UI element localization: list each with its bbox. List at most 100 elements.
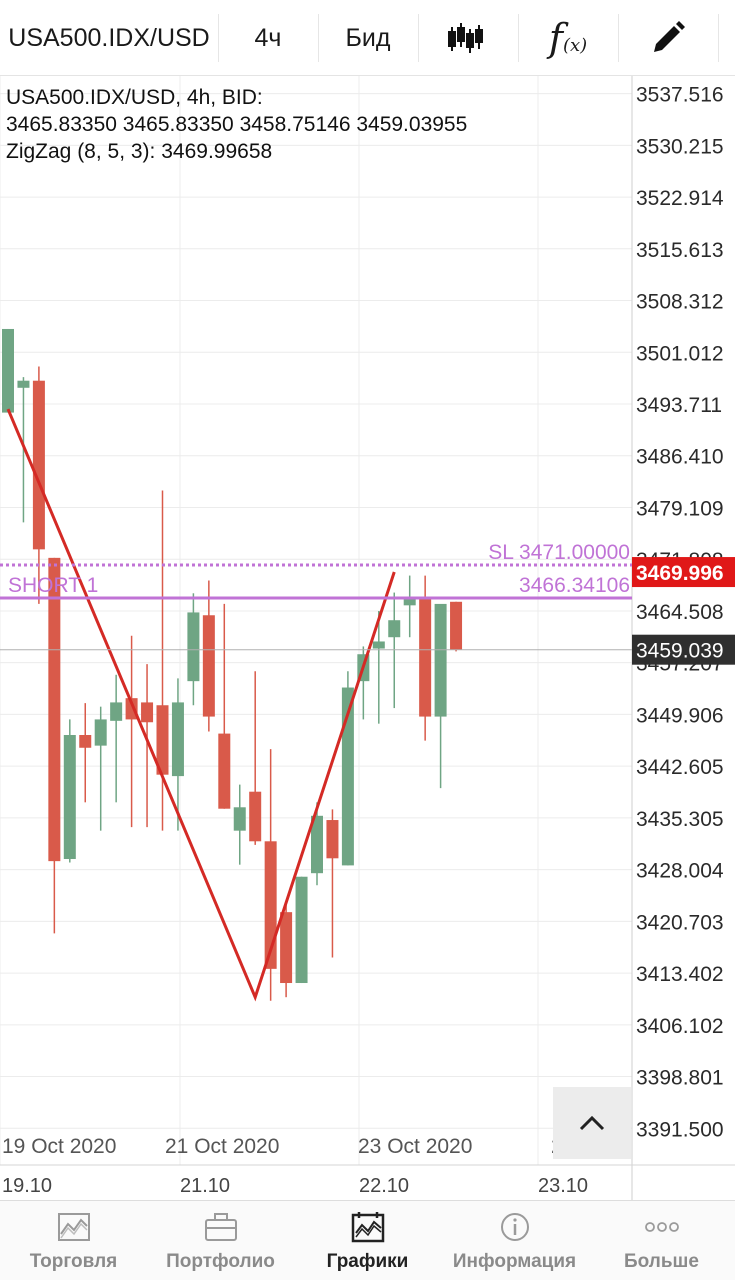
toolbar-divider [618, 14, 619, 62]
y-tick-label: 3508.312 [636, 291, 724, 314]
y-tick-label: 3406.102 [636, 1015, 724, 1038]
candle-body [141, 702, 154, 723]
x-date-label: 21 Oct 2020 [165, 1135, 279, 1158]
chart-background [0, 0, 735, 1200]
candle-body [249, 791, 262, 842]
y-tick-label: 3515.613 [636, 239, 724, 262]
short-price-label: 3466.34106 [519, 574, 630, 597]
candle-body [218, 733, 231, 809]
candle-body [450, 601, 463, 650]
nav-label: Графики [326, 1251, 409, 1272]
info-zigzag-line: ZigZag (8, 5, 3): 3469.99658 [6, 140, 273, 163]
chart-type-button[interactable] [418, 0, 518, 76]
price-type-label: Бид [345, 23, 391, 52]
nav-item-trading[interactable]: Торговля [0, 1201, 147, 1280]
candle-body [341, 687, 354, 866]
more-icon [644, 1211, 680, 1243]
y-tick-label: 3449.906 [636, 704, 724, 727]
x-short-label: 21.10 [180, 1175, 230, 1197]
sl-label: SL 3471.00000 [488, 541, 630, 564]
symbol-label: USA500.IDX/USD [8, 23, 210, 52]
pencil-icon [654, 21, 685, 52]
chart-info-overlay: USA500.IDX/USD, 4h, BID: 3465.83350 3465… [6, 84, 467, 165]
candlestick-icon [448, 23, 483, 53]
x-date-label: 23 Oct 2020 [358, 1135, 472, 1158]
y-tick-label: 3398.801 [636, 1067, 724, 1090]
candle-body [94, 719, 107, 746]
zigzag-line [6, 408, 396, 1002]
candle-body [110, 702, 123, 721]
trading-chart-icon [56, 1211, 92, 1243]
price-chart[interactable]: 3537.516 3530.215 3522.914 3515.613 3508.312… [0, 0, 735, 1200]
candle-body [202, 615, 215, 717]
nav-item-charts[interactable]: Графики [294, 1201, 441, 1280]
chart-canvas[interactable]: 3537.516 3530.215 3522.914 3515.613 3508.312… [0, 0, 735, 1200]
y-tick-label: 3486.410 [636, 446, 724, 469]
scroll-to-latest-button[interactable] [553, 1087, 631, 1159]
candle-body [311, 815, 323, 874]
info-symbol-line: USA500.IDX/USD, 4h, BID: [6, 86, 263, 109]
x-short-label: 22.10 [359, 1175, 409, 1197]
timeframe-selector[interactable]: 4ч [218, 0, 318, 76]
x-short-label: 19.10 [2, 1175, 52, 1197]
function-letter: f [548, 16, 563, 60]
y-tick-label: 3420.703 [636, 911, 724, 934]
drawing-tools-button[interactable] [618, 0, 718, 76]
candle-body [233, 807, 246, 831]
nav-label: Торговля [29, 1251, 118, 1272]
toolbar-divider [318, 14, 319, 62]
candle-body [79, 735, 92, 748]
candle-body [326, 820, 339, 859]
indicators-button[interactable]: f(x) [518, 0, 618, 76]
function-icon: f(x) [549, 16, 587, 60]
candle-body [171, 702, 184, 777]
info-ohlc-line: 3465.83350 3465.83350 3458.75146 3459.03… [6, 113, 468, 136]
current-price-value: 3469.996 [636, 562, 724, 585]
chart-icon [350, 1211, 386, 1243]
nav-label: Информация [452, 1251, 577, 1272]
candle-body [419, 598, 432, 717]
candle-body [434, 603, 447, 717]
nav-item-more[interactable]: Больше [588, 1201, 735, 1280]
candle-body [372, 641, 385, 649]
symbol-selector[interactable]: USA500.IDX/USD [0, 0, 218, 76]
timeframe-label: 4ч [254, 23, 282, 52]
nav-label: Портфолио [166, 1251, 275, 1272]
chart-toolbar: USA500.IDX/USD 4ч Бид f(x) [0, 0, 735, 76]
y-tick-label: 3464.508 [636, 601, 724, 624]
y-tick-label: 3428.004 [636, 860, 724, 883]
x-date-label: 19 Oct 2020 [2, 1135, 116, 1158]
candle-body [403, 598, 416, 606]
candle-body [48, 557, 61, 862]
y-tick-label: 3435.305 [636, 808, 724, 831]
candle-body [295, 876, 308, 984]
candle-body [2, 328, 14, 413]
candle-body [280, 912, 293, 984]
y-tick-label: 3537.516 [636, 84, 724, 107]
nav-item-information[interactable]: Информация [441, 1201, 588, 1280]
bottom-navigation: Торговля Портфолио Графики [0, 1200, 735, 1280]
candle-body [187, 612, 200, 682]
function-subscript: (x) [562, 35, 588, 56]
toolbar-divider [418, 14, 419, 62]
nav-label: Больше [624, 1251, 699, 1272]
y-tick-label: 3391.500 [636, 1118, 724, 1141]
y-tick-label: 3522.914 [636, 187, 724, 210]
y-tick-label: 3442.605 [636, 756, 724, 779]
price-type-selector[interactable]: Бид [318, 0, 418, 76]
toolbar-divider [518, 14, 519, 62]
short-label: SHORT 1 [8, 574, 98, 597]
y-tick-label: 3501.012 [636, 342, 724, 365]
candle-body [63, 735, 76, 860]
y-tick-label: 3530.215 [636, 135, 724, 158]
bid-price-tag [632, 634, 735, 665]
candle-body [156, 705, 169, 775]
y-tick-label: 3413.402 [636, 963, 724, 986]
current-price-tag [632, 557, 735, 588]
briefcase-icon [203, 1211, 239, 1243]
y-tick-label: 3493.711 [636, 394, 722, 417]
toolbar-divider [718, 14, 719, 62]
candle-body [32, 380, 45, 550]
nav-item-portfolio[interactable]: Портфолио [147, 1201, 294, 1280]
toolbar-divider [218, 14, 219, 62]
